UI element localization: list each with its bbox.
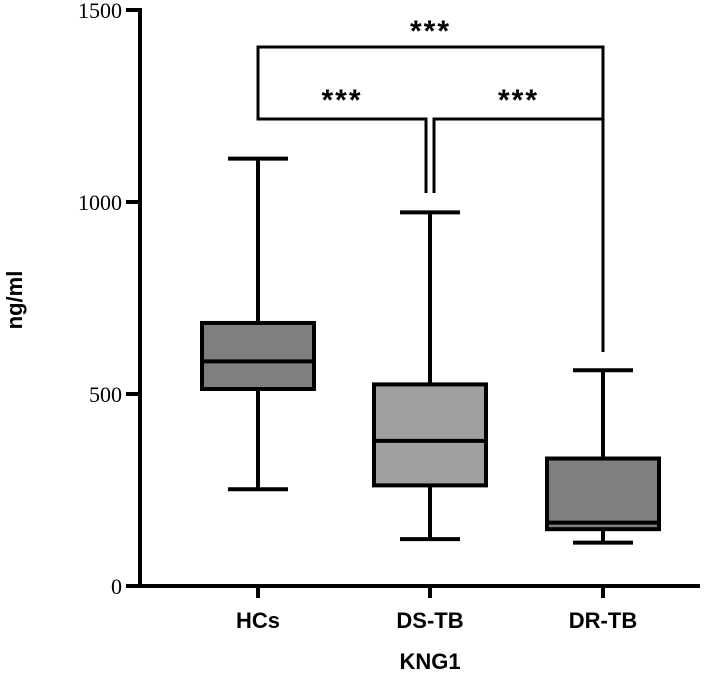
boxes [200, 156, 661, 545]
box-hcs [200, 156, 316, 492]
y-tick-label: 500 [89, 382, 122, 407]
box-iqr [200, 320, 316, 392]
significance-brackets: *** *** *** [256, 15, 605, 352]
axes: 0 500 1000 1500 HCs DS-TB DR-TB [78, 0, 700, 633]
significance-bracket: *** [256, 84, 428, 193]
x-axis-title: KNG1 [399, 649, 460, 674]
y-tick-label: 1500 [78, 0, 122, 23]
bracket-line [256, 45, 605, 352]
y-tick-label: 0 [111, 574, 122, 599]
significance-bracket: *** [256, 15, 605, 352]
box-dr-tb [545, 368, 661, 545]
box-iqr [372, 382, 488, 488]
x-tick-label: HCs [236, 608, 280, 633]
significance-label: *** [498, 84, 539, 117]
significance-label: *** [321, 84, 362, 117]
bracket-line [256, 103, 428, 193]
significance-label: *** [410, 15, 451, 48]
x-tick-label: DS-TB [396, 608, 463, 633]
box-ds-tb [372, 210, 488, 542]
y-tick-label: 1000 [78, 190, 122, 215]
box-iqr [545, 456, 661, 532]
x-tick-label: DR-TB [569, 608, 637, 633]
significance-bracket: *** [432, 84, 605, 193]
y-axis-title: ng/ml [2, 271, 27, 330]
